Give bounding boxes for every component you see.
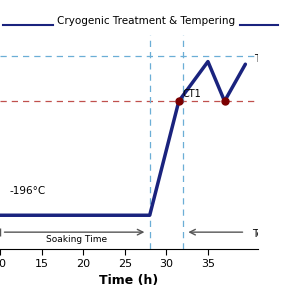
Text: Te: Te	[255, 54, 265, 64]
Text: Cryogenic Treatment & Tempering: Cryogenic Treatment & Tempering	[57, 16, 236, 26]
X-axis label: Time (h): Time (h)	[99, 274, 159, 287]
Text: CT1: CT1	[183, 89, 202, 99]
Text: Soaking Time: Soaking Time	[46, 235, 107, 244]
Text: Te: Te	[252, 229, 263, 239]
Text: -196°C: -196°C	[10, 185, 46, 196]
